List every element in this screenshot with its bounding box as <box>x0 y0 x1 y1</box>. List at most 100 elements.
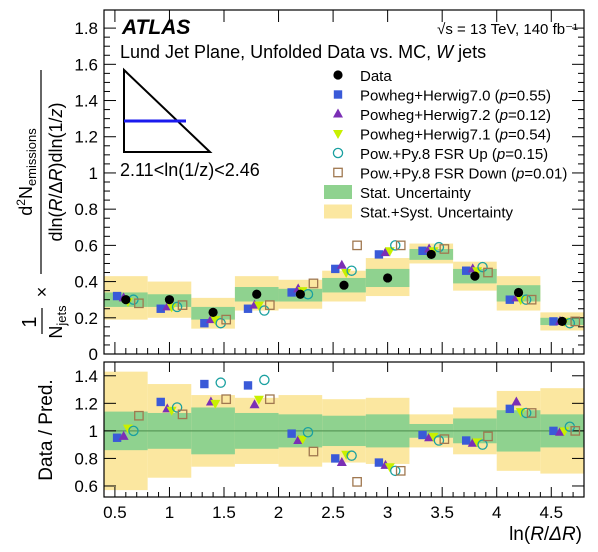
ratio-point-fsr_up-8 <box>477 439 488 450</box>
ratio-panel-frame <box>103 361 585 498</box>
ratio-point-herwig70-5 <box>331 454 340 463</box>
top-point-fsr_down-2 <box>221 314 232 325</box>
top-point-fsr_up-1 <box>171 301 183 313</box>
ratio-point-fsr_up-0 <box>128 425 139 437</box>
legend-label-data: Data <box>360 68 392 85</box>
ratio-point-herwig70-2 <box>200 379 209 389</box>
top-prediction-markers <box>112 240 581 329</box>
ratio-point-herwig70-10 <box>549 426 558 436</box>
ratio-ytick-label-1: 0.8 <box>74 449 98 468</box>
top-point-herwig72-5 <box>336 259 347 269</box>
top-point-fsr_down-7 <box>439 244 450 254</box>
ratio-point-fsr_up-4 <box>302 427 314 438</box>
top-point-herwig71-5 <box>341 269 352 279</box>
top-point-herwig71-2 <box>210 316 221 326</box>
top-point-data-7 <box>426 249 436 260</box>
ratio-point-fsr_down-5 <box>352 476 362 487</box>
top-point-fsr_down-9 <box>526 294 537 305</box>
top-point-fsr_down-1 <box>177 300 188 310</box>
legend-label-syst_band: Stat.+Syst. Uncertainty <box>360 205 513 222</box>
ratio-point-fsr_up-3 <box>259 374 270 386</box>
ratio-axis-ticks: 0.5 1 1.5 2 2.5 3 3.5 4 4.5 0.6 0.8 1 1.2 1.4 <box>74 362 584 522</box>
top-point-herwig70-7 <box>418 246 427 255</box>
top-point-herwig71-3 <box>253 301 264 311</box>
legend-marker-herwig71 <box>333 130 343 139</box>
ratio-ytick-label-2: 1 <box>89 422 98 441</box>
top-point-data-3 <box>252 289 262 299</box>
ratio-point-herwig72-8 <box>467 437 478 447</box>
ratio-point-herwig72-0 <box>118 430 129 440</box>
ratio-xtick-label-6: 3.5 <box>430 503 454 522</box>
top-point-herwig71-1 <box>166 303 177 313</box>
top-point-data-6 <box>383 273 393 283</box>
lund-plane-inset: 2.11<ln(1/z)<2.46 <box>120 67 260 180</box>
ratio-point-herwig70-4 <box>287 429 296 438</box>
ratio-xtick-label-0: 0.5 <box>103 503 127 522</box>
top-point-herwig72-6 <box>380 247 391 257</box>
top-ytick-label-6: 1.2 <box>74 128 98 147</box>
ratio-point-herwig71-1 <box>166 406 177 416</box>
legend-label-fsr_up: Pow.+Py.8 FSR Up (p=0.15) <box>360 146 548 163</box>
ratio-point-fsr_up-5 <box>346 450 357 461</box>
ratio-point-herwig71-2 <box>210 399 221 409</box>
ratio-prediction-markers <box>112 374 581 487</box>
ratio-point-fsr_up-7 <box>433 435 445 446</box>
top-point-herwig70-6 <box>374 250 384 259</box>
y-label-njets: Njets <box>46 305 69 339</box>
y-label-numerator: d2Nemissions <box>14 128 39 216</box>
ratio-point-herwig71-9 <box>515 408 526 418</box>
top-point-data-10 <box>557 316 567 327</box>
top-ytick-label-7: 1.4 <box>74 92 98 111</box>
chart-subtitle: Lund Jet Plane, Unfolded Data vs. MC, W … <box>120 42 486 62</box>
top-point-data-2 <box>208 307 218 317</box>
ratio-point-fsr_up-9 <box>520 407 532 419</box>
legend-marker-fsr_up <box>332 147 344 159</box>
top-point-data-0 <box>121 295 131 305</box>
ratio-point-fsr_down-7 <box>439 434 450 444</box>
ratio-point-herwig70-1 <box>156 397 165 407</box>
ratio-xtick-label-5: 3 <box>383 503 392 522</box>
legend-marker-fsr_down <box>333 167 343 178</box>
top-point-herwig70-0 <box>112 291 122 301</box>
ratio-xtick-label-1: 1 <box>165 503 174 522</box>
ratio-point-fsr_down-4 <box>308 446 319 457</box>
top-point-fsr_down-4 <box>308 278 319 289</box>
ratio-point-fsr_down-8 <box>483 431 493 442</box>
top-axis-ticks: 0 0.2 0.4 0.6 0.8 1 1.2 1.4 1.6 1.8 <box>74 10 584 364</box>
legend-label-herwig71: Powheg+Herwig7.1 (p=0.54) <box>360 127 551 144</box>
top-point-fsr_down-3 <box>264 300 275 310</box>
ratio-point-herwig72-5 <box>336 457 347 467</box>
legend: Data Powheg+Herwig7.0 (p=0.55) Powheg+Herw… <box>324 68 567 222</box>
ratio-point-herwig70-3 <box>243 381 253 390</box>
ratio-point-herwig70-9 <box>505 404 515 414</box>
top-point-herwig70-1 <box>156 304 165 313</box>
ratio-point-herwig72-4 <box>293 435 304 445</box>
x-axis-label: ln(R/ΔR) <box>509 524 582 545</box>
ratio-point-fsr_down-9 <box>526 408 537 418</box>
ratio-point-herwig72-10 <box>555 426 565 436</box>
top-ytick-label-2: 0.4 <box>74 273 98 292</box>
ratio-point-herwig71-10 <box>559 427 570 437</box>
ratio-point-herwig70-7 <box>418 430 427 440</box>
ratio-point-herwig72-3 <box>249 399 260 409</box>
top-point-data-5 <box>339 280 349 290</box>
ratio-point-fsr_up-2 <box>215 377 226 388</box>
legend-marker-herwig70 <box>333 90 343 99</box>
ratio-point-fsr_down-0 <box>134 410 144 421</box>
top-point-herwig70-9 <box>505 295 515 304</box>
top-point-fsr_down-8 <box>483 267 493 278</box>
legend-label-fsr_down: Pow.+Py.8 FSR Down (p=0.01) <box>360 166 567 183</box>
atlas-label: ATLAS <box>121 16 190 39</box>
ratio-xtick-label-8: 4.5 <box>539 503 563 522</box>
top-point-data-8 <box>470 271 480 281</box>
ratio-point-fsr_down-1 <box>177 409 188 420</box>
legend-swatch-stat_band <box>324 185 352 199</box>
top-point-fsr_down-6 <box>395 240 406 251</box>
top-y-axis-label: 1 Njets × d2Nemissions dln(R/ΔR)dln(1/z) <box>14 70 69 339</box>
top-point-fsr_up-8 <box>477 261 488 273</box>
ratio-point-herwig71-7 <box>428 432 439 442</box>
ratio-xtick-label-4: 2.5 <box>321 503 345 522</box>
inset-triangle <box>123 67 213 153</box>
ratio-point-herwig72-7 <box>424 432 435 442</box>
y-label-times: × <box>32 287 52 298</box>
